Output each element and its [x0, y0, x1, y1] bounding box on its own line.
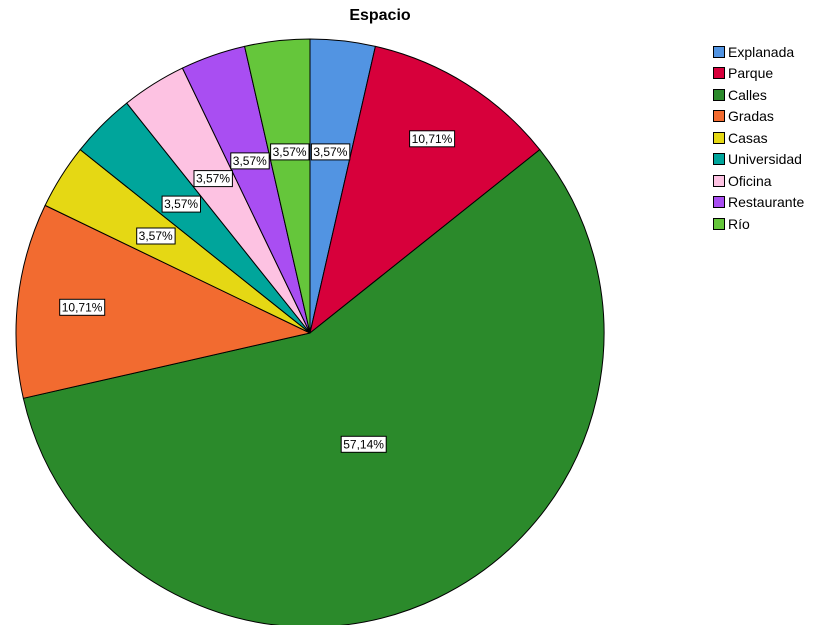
svg-text:3,57%: 3,57% — [313, 145, 347, 159]
legend-label: Parque — [728, 65, 774, 82]
legend-label: Explanada — [728, 43, 795, 60]
pie-slice-río — [244, 38, 311, 334]
legend-item-gradas: Gradas — [713, 106, 804, 128]
legend-swatch — [713, 196, 725, 209]
legend-item-oficina: Oficina — [713, 170, 804, 192]
slice-label-calles: 57,14% — [340, 435, 387, 453]
slice-label-oficina: 3,57% — [193, 170, 233, 188]
legend-label: Casas — [728, 129, 768, 146]
legend-item-explanada: Explanada — [713, 41, 804, 63]
legend-swatch — [713, 153, 725, 166]
slice-label-restaurante: 3,57% — [230, 152, 270, 170]
slice-label-explanada: 3,57% — [310, 143, 351, 161]
legend-swatch — [713, 110, 725, 123]
svg-text:3,57%: 3,57% — [273, 145, 307, 159]
legend-swatch — [713, 88, 725, 101]
pie-slice-gradas — [15, 204, 311, 399]
slice-label-casas: 3,57% — [136, 227, 176, 245]
slice-label-río: 3,57% — [270, 143, 310, 161]
svg-text:10,71%: 10,71% — [412, 132, 453, 146]
svg-text:57,14%: 57,14% — [343, 437, 384, 451]
legend-item-restaurante: Restaurante — [713, 192, 804, 214]
legend-item-calles: Calles — [713, 84, 804, 106]
legend-label: Restaurante — [728, 194, 805, 211]
pie-slice-parque — [309, 45, 541, 334]
legend-swatch — [713, 131, 725, 144]
legend-item-parque: Parque — [713, 63, 804, 85]
svg-text:3,57%: 3,57% — [139, 229, 173, 243]
legend-swatch — [713, 67, 725, 80]
legend: Explanada Parque Calles Gradas Casas Universi… — [713, 41, 804, 235]
legend-label: Río — [728, 215, 750, 232]
legend-item-universidad: Universidad — [713, 149, 804, 171]
slice-label-universidad: 3,57% — [161, 195, 202, 213]
legend-item-río: Río — [713, 213, 804, 235]
legend-swatch — [713, 217, 725, 230]
svg-text:3,57%: 3,57% — [164, 197, 198, 211]
pie-slice-calles — [22, 149, 605, 625]
legend-label: Oficina — [728, 172, 772, 189]
svg-text:3,57%: 3,57% — [233, 154, 267, 168]
svg-text:10,71%: 10,71% — [62, 300, 103, 314]
legend-label: Gradas — [728, 108, 774, 125]
svg-text:3,57%: 3,57% — [196, 172, 230, 186]
legend-swatch — [713, 45, 725, 58]
slice-label-gradas: 10,71% — [59, 298, 106, 316]
chart-title: Espacio — [349, 7, 411, 24]
legend-item-casas: Casas — [713, 127, 804, 149]
legend-swatch — [713, 174, 725, 187]
slice-label-parque: 10,71% — [409, 130, 456, 148]
legend-label: Universidad — [728, 151, 802, 168]
legend-label: Calles — [728, 86, 767, 103]
